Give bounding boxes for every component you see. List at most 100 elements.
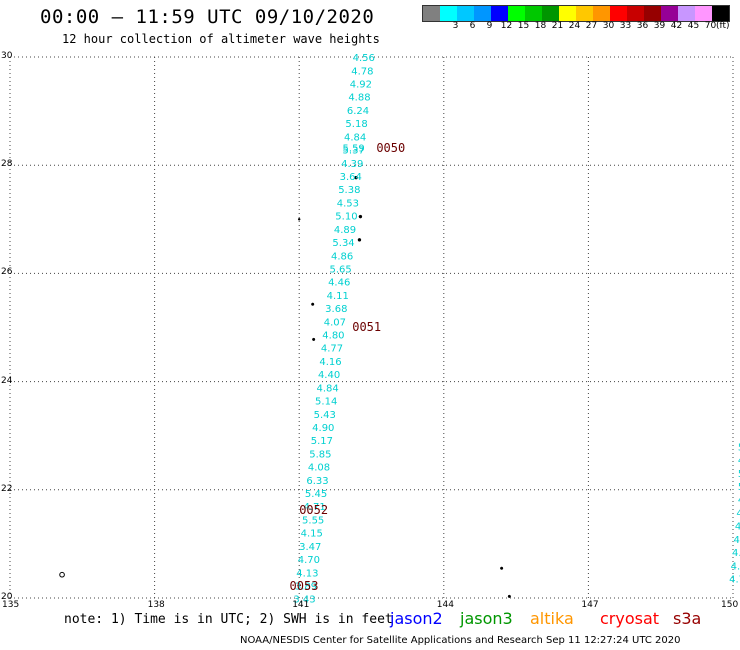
wave-height-value: 5.59: [343, 143, 365, 154]
island-marker: [312, 337, 316, 341]
legend-tick-label: 39: [653, 21, 666, 31]
wave-height-value: 4.89: [334, 225, 356, 236]
legend-swatch: [712, 6, 729, 21]
legend-swatch: [457, 6, 474, 21]
wave-height-value: 5: [738, 443, 740, 454]
legend-tick-label: 70: [704, 21, 717, 31]
wave-height-value: 4.15: [301, 529, 323, 540]
wave-height-value: 4: [738, 456, 740, 467]
island-marker: [354, 175, 358, 180]
map-title: 00:00 – 11:59 UTC 09/10/2020: [40, 6, 375, 28]
wave-height-value: 4.07: [324, 318, 346, 329]
wave-height-value: 5.17: [311, 436, 333, 447]
wave-height-value: 5.43: [314, 410, 336, 421]
longitude-tick-label: 147: [581, 600, 599, 610]
wave-height-value: 4.84: [317, 384, 339, 395]
legend-swatch: [423, 6, 440, 21]
wave-height-value: 5.10: [335, 212, 357, 223]
wave-height-value: 4.90: [312, 423, 334, 434]
wave-height-value: 4.53: [337, 199, 359, 210]
legend-swatch: [542, 6, 559, 21]
legend-swatch: [593, 6, 610, 21]
wave-height-value: 5.45: [305, 489, 327, 500]
wave-height-value: 4.70: [298, 555, 320, 566]
wave-height-value: 3.68: [325, 304, 347, 315]
wave-height-value: 5.85: [309, 450, 331, 461]
legend-unit-label: (ft): [716, 21, 730, 31]
credit-line: NOAA/NESDIS Center for Satellite Applica…: [240, 635, 681, 646]
legend-tick-label: 3: [452, 21, 459, 31]
wave-height-value: 4.08: [308, 463, 330, 474]
legend-tick-label: 42: [670, 21, 683, 31]
wave-height-value: 4.8: [731, 562, 740, 573]
legend-tick-label: 12: [500, 21, 513, 31]
wave-height-value: 6.24: [347, 106, 369, 117]
wave-height-value: 4.13: [296, 569, 318, 580]
latitude-tick-label: 30: [1, 51, 13, 61]
legend-swatch: [559, 6, 576, 21]
wave-height-value: 5.34: [332, 238, 354, 249]
wave-height-value: 4.39: [341, 159, 363, 170]
wave-height-value: 5.65: [330, 265, 352, 276]
island-marker: [507, 594, 511, 598]
wave-height-value: 4.7: [729, 575, 740, 586]
legend-swatch: [440, 6, 457, 21]
wave-height-value: 5.18: [345, 119, 367, 130]
longitude-tick-label: 141: [292, 600, 310, 610]
legend-tick-label: 36: [636, 21, 649, 31]
footer-note: note: 1) Time is in UTC; 2) SWH is in fe…: [64, 612, 393, 627]
legend-swatch: [508, 6, 525, 21]
wave-height-value: 4.88: [348, 92, 370, 103]
wave-height-value: 5.14: [315, 397, 337, 408]
satellite-name-s3a: s3a: [673, 609, 702, 628]
wave-height-value: 4.16: [319, 357, 341, 368]
wave-height-value: 4.92: [350, 80, 372, 91]
legend-swatch: [491, 6, 508, 21]
wave-height-value: 5: [738, 482, 740, 493]
wave-height-value: 4.56: [353, 53, 375, 64]
pass-time-label: 0052: [299, 503, 329, 518]
wave-height-value: 4.80: [322, 331, 344, 342]
longitude-tick-label: 138: [147, 600, 165, 610]
wave-height-value: 5.37: [343, 146, 365, 157]
satellite-name-cryosat: cryosat: [600, 609, 660, 628]
legend-swatch: [576, 6, 593, 21]
latitude-tick-label: 20: [1, 592, 13, 602]
legend-swatch: [627, 6, 644, 21]
island-marker: [59, 571, 65, 578]
wave-height-value: 3.43: [293, 595, 315, 606]
latitude-tick-label: 26: [1, 267, 13, 278]
wave-height-value: 4.78: [351, 67, 373, 78]
legend-tick-label: 24: [568, 21, 581, 31]
wave-height-value: 4.86: [331, 252, 353, 263]
pass-time-label: 0050: [376, 140, 406, 155]
wave-height-value: 3.47: [299, 542, 321, 553]
legend-tick-label: 18: [534, 21, 547, 31]
wave-height-value: 4: [736, 509, 740, 520]
latitude-tick-label: 28: [1, 159, 13, 170]
island-marker: [500, 566, 504, 570]
latitude-tick-label: 22: [1, 483, 13, 494]
satellite-name-jason3: jason3: [460, 609, 513, 628]
legend-tick-label: 30: [602, 21, 615, 31]
pass-time-label: 0053: [289, 579, 319, 594]
wave-height-value: 6.33: [306, 476, 328, 487]
wave-height-value: 4.46: [328, 278, 350, 289]
island-marker: [357, 238, 362, 242]
wave-height-value: 4.40: [318, 370, 340, 381]
map-subtitle: 12 hour collection of altimeter wave hei…: [62, 32, 380, 46]
wave-height-value: 5.55: [302, 516, 324, 527]
legend-tick-label: 6: [469, 21, 476, 31]
wave-height-value: 4.84: [344, 133, 366, 144]
legend-tick-label: 15: [517, 21, 530, 31]
longitude-tick-label: 144: [436, 600, 454, 610]
legend-swatch: [644, 6, 661, 21]
wave-height-value: 4.71: [303, 502, 325, 513]
wave-height-value: 4.1: [732, 548, 740, 559]
legend-swatch: [661, 6, 678, 21]
color-scale-legend: [422, 5, 730, 22]
wave-height-value: 4.77: [321, 344, 343, 355]
legend-tick-label: 9: [486, 21, 493, 31]
latitude-tick-label: 24: [1, 375, 13, 386]
